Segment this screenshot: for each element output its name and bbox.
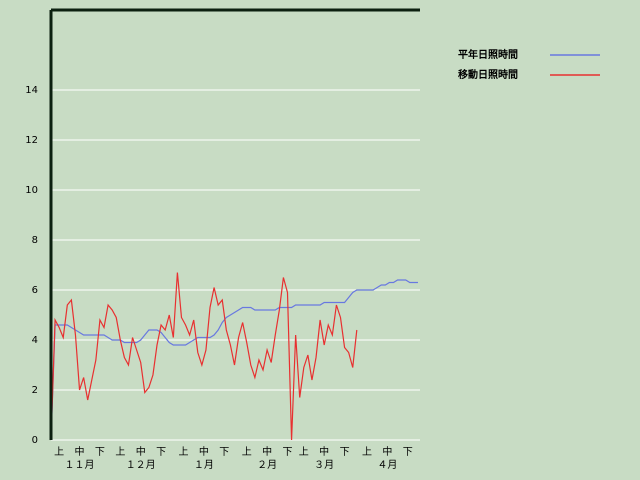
- x-tick-label: 上: [299, 446, 309, 458]
- month-label: ２月: [257, 459, 277, 471]
- month-label: １２月: [126, 459, 156, 471]
- x-tick-label: 下: [95, 447, 105, 458]
- y-tick-label: 12: [25, 135, 38, 146]
- y-tick-label: 2: [32, 385, 38, 396]
- x-tick-label: 下: [219, 447, 229, 458]
- y-tick-label: 6: [32, 285, 38, 296]
- y-tick-label: 0: [32, 435, 38, 446]
- x-tick-label: 中: [136, 445, 146, 458]
- x-tick-label: 上: [242, 446, 252, 458]
- x-tick-label: 下: [156, 447, 166, 458]
- x-tick-label: 下: [340, 447, 350, 458]
- x-tick-label: 下: [403, 447, 413, 458]
- x-tick-label: 下: [282, 447, 292, 458]
- y-tick-label: 14: [25, 85, 38, 96]
- x-tick-label: 中: [199, 445, 209, 458]
- x-tick-label: 中: [382, 445, 392, 458]
- x-tick-label: 上: [54, 446, 64, 458]
- series-line: [50, 272, 358, 441]
- y-tick-label: 10: [25, 185, 38, 196]
- y-tick-label: 8: [32, 235, 38, 246]
- month-label: ４月: [377, 459, 397, 471]
- x-tick-label: 中: [75, 445, 85, 458]
- x-tick-label: 上: [115, 446, 125, 458]
- x-tick-label: 中: [262, 445, 272, 458]
- x-tick-label: 上: [179, 446, 189, 458]
- x-tick-label: 中: [319, 445, 329, 458]
- legend-label: 平年日照時間: [458, 48, 518, 61]
- month-label: １月: [194, 459, 214, 471]
- series-line: [50, 279, 418, 441]
- month-label: ３月: [314, 459, 334, 471]
- x-tick-label: 上: [362, 446, 372, 458]
- y-tick-label: 4: [32, 335, 38, 346]
- month-label: １１月: [65, 459, 95, 471]
- legend-label: 移動日照時間: [458, 68, 518, 81]
